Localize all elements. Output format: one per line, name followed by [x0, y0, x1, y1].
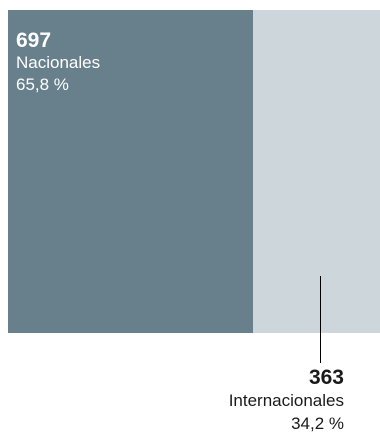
- value-label-nacionales: 697: [16, 29, 52, 52]
- stacked-share-chart: 697 Nacionales 65,8 %: [8, 10, 380, 333]
- callout-line-internacionales: [320, 276, 321, 363]
- label-nacionales: 697 Nacionales 65,8 %: [16, 30, 100, 96]
- segment-internacionales: [253, 10, 380, 333]
- percent-label-nacionales: 65,8 %: [16, 75, 69, 94]
- name-label-internacionales: Internacionales: [228, 391, 344, 410]
- value-label-internacionales: 363: [308, 366, 344, 389]
- percent-label-internacionales: 34,2 %: [291, 414, 344, 433]
- segment-nacionales: [8, 10, 253, 333]
- label-internacionales: 363 Internacionales 34,2 %: [229, 366, 344, 435]
- name-label-nacionales: Nacionales: [16, 53, 101, 72]
